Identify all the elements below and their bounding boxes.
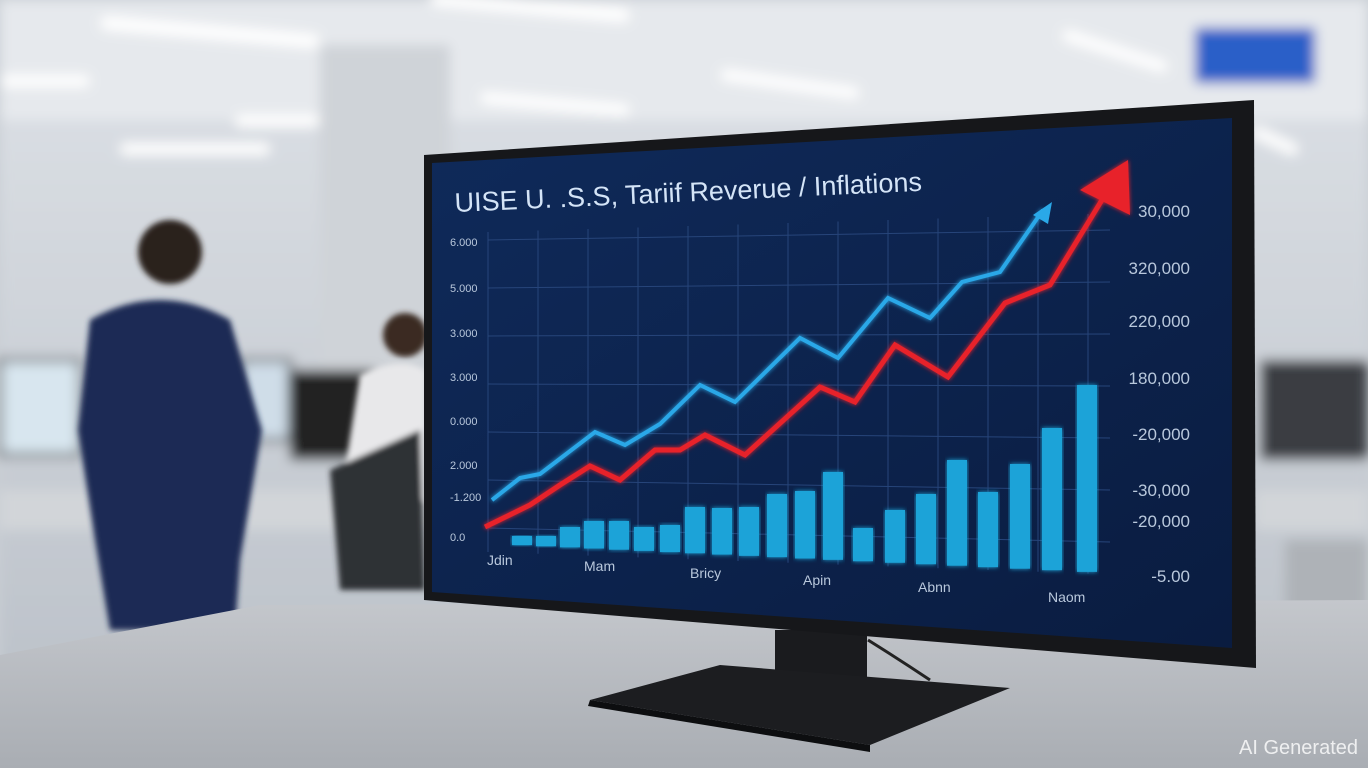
monitor: UISE U. .S.S, Tariif Reverue / Inflation… [424,100,1256,668]
x-axis-label: Naom [1048,589,1085,605]
chart-bar [584,521,604,549]
left-axis-label: 3.000 [450,372,478,384]
chart-bar [634,527,654,551]
x-axis-label: Apin [803,572,831,588]
chart-bar [947,460,967,566]
chart-bar [1042,428,1062,571]
left-axis-label: 3.000 [450,328,478,340]
right-axis-labels: 30,000 320,000 220,000 180,000 -20,000 -30,00… [1129,202,1190,586]
chart-bar [885,510,905,563]
chart-bar [660,525,680,553]
chart-bar [1010,464,1030,569]
chart-bars [512,385,1097,572]
monitor-screen [432,118,1232,648]
grid-line [487,229,1111,241]
chart-bar [685,507,705,554]
chart-bar [1077,385,1097,572]
left-axis-label: 6.000 [450,237,478,249]
right-axis-label: 30,000 [1138,202,1190,221]
blue-line-series [490,208,1045,502]
chart-bar [739,507,759,556]
right-axis-label: -5.00 [1151,567,1190,586]
grid-line [487,281,1111,289]
chart-lines [483,160,1130,530]
chart-bar [916,494,936,565]
chart-bar [795,491,815,559]
chart-bar [512,536,532,546]
red-arrow-head [1080,160,1130,215]
left-axis-label: -1.200 [450,492,481,504]
red-line-series [483,193,1108,530]
x-axis-label: Jdin [487,552,513,568]
left-axis-label: 5.000 [450,283,478,295]
right-axis-label: 180,000 [1129,369,1190,388]
chart-bar [853,528,873,562]
chart-bar [767,494,787,558]
left-axis-label: 0.0 [450,532,465,544]
grid-line [487,333,1111,337]
right-axis-label: 220,000 [1129,312,1190,331]
chart-bar [560,527,580,548]
x-axis-label: Bricy [690,565,721,581]
chart-bar [823,472,843,560]
right-axis-label: -20,000 [1132,425,1190,444]
chart-bar [609,521,629,550]
x-axis-label: Mam [584,558,615,574]
monitor-stand [588,630,1010,752]
blurred-people [78,220,427,630]
left-axis-label: 2.000 [450,460,478,472]
right-axis-label: 320,000 [1129,259,1190,278]
blue-arrow-head [1033,202,1052,224]
grid-line [487,383,1111,387]
x-axis-labels: Jdin Mam Bricy Apin Abnn Naom [487,552,1085,605]
left-axis-label: 0.000 [450,416,478,428]
left-axis-labels: 6.000 5.000 3.000 3.000 0.000 2.000 -1.200 0.0 [450,237,481,544]
x-axis-label: Abnn [918,579,951,595]
ai-generated-watermark: AI Generated [1239,737,1358,759]
chart-bar [712,508,732,555]
grid-line [487,479,1111,491]
right-axis-label: -20,000 [1132,512,1190,531]
right-axis-label: -30,000 [1132,481,1190,500]
chart-bar [536,536,556,547]
chart-bar [978,492,998,568]
